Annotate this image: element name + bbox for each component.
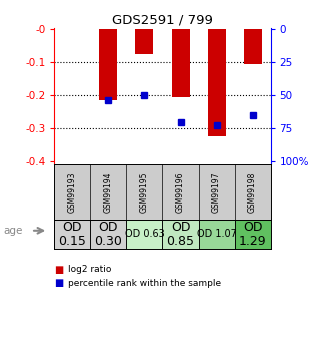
Bar: [54, 219, 91, 249]
Text: OD 1.07: OD 1.07: [197, 229, 236, 239]
Bar: [100, 29, 118, 100]
Text: GSM99198: GSM99198: [248, 171, 257, 213]
Text: GSM99194: GSM99194: [104, 171, 113, 213]
Title: GDS2591 / 799: GDS2591 / 799: [112, 13, 213, 27]
Text: GSM99196: GSM99196: [176, 171, 185, 213]
Bar: [127, 219, 162, 249]
Text: ■: ■: [54, 278, 64, 288]
Bar: [171, 29, 189, 97]
Text: GSM99195: GSM99195: [140, 171, 149, 213]
Bar: [207, 29, 225, 136]
Text: log2 ratio: log2 ratio: [68, 265, 112, 274]
Text: OD 0.63: OD 0.63: [125, 229, 164, 239]
Text: OD
1.29: OD 1.29: [239, 221, 266, 248]
Text: percentile rank within the sample: percentile rank within the sample: [68, 279, 221, 288]
Text: GSM99197: GSM99197: [212, 171, 221, 213]
Bar: [136, 29, 154, 54]
Text: GSM99193: GSM99193: [68, 171, 77, 213]
Text: ■: ■: [54, 265, 64, 275]
Text: OD
0.30: OD 0.30: [95, 221, 123, 248]
Bar: [198, 219, 234, 249]
Bar: [91, 219, 127, 249]
Bar: [234, 219, 271, 249]
Bar: [244, 29, 262, 64]
Text: age: age: [3, 226, 22, 236]
Text: OD
0.85: OD 0.85: [166, 221, 194, 248]
Text: OD
0.15: OD 0.15: [58, 221, 86, 248]
Bar: [162, 219, 198, 249]
